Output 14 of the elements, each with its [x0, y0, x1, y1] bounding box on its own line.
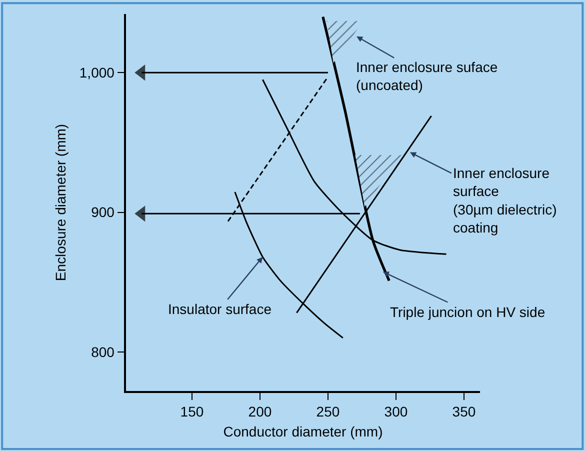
x-tick-label: 250 — [316, 404, 340, 420]
x-axis-title: Conductor diameter (mm) — [223, 423, 383, 440]
x-tick-label: 350 — [452, 404, 476, 420]
x-tick-label: 150 — [180, 404, 204, 420]
annotation: Insulator surface — [168, 301, 272, 317]
y-tick-label: 1,000 — [79, 64, 115, 81]
x-tick-label: 200 — [248, 404, 272, 420]
annotation: Inner enclosure surface (30µm dielectric) coating — [453, 165, 557, 236]
y-tick-label: 900 — [91, 204, 115, 220]
y-axis-title: Enclosure diameter (mm) — [52, 124, 69, 282]
annotation: Inner enclosure suface (uncoated) — [356, 59, 498, 94]
y-tick-label: 800 — [91, 344, 115, 360]
x-tick-label: 300 — [384, 404, 408, 420]
annotation: Triple juncion on HV side — [390, 304, 546, 320]
